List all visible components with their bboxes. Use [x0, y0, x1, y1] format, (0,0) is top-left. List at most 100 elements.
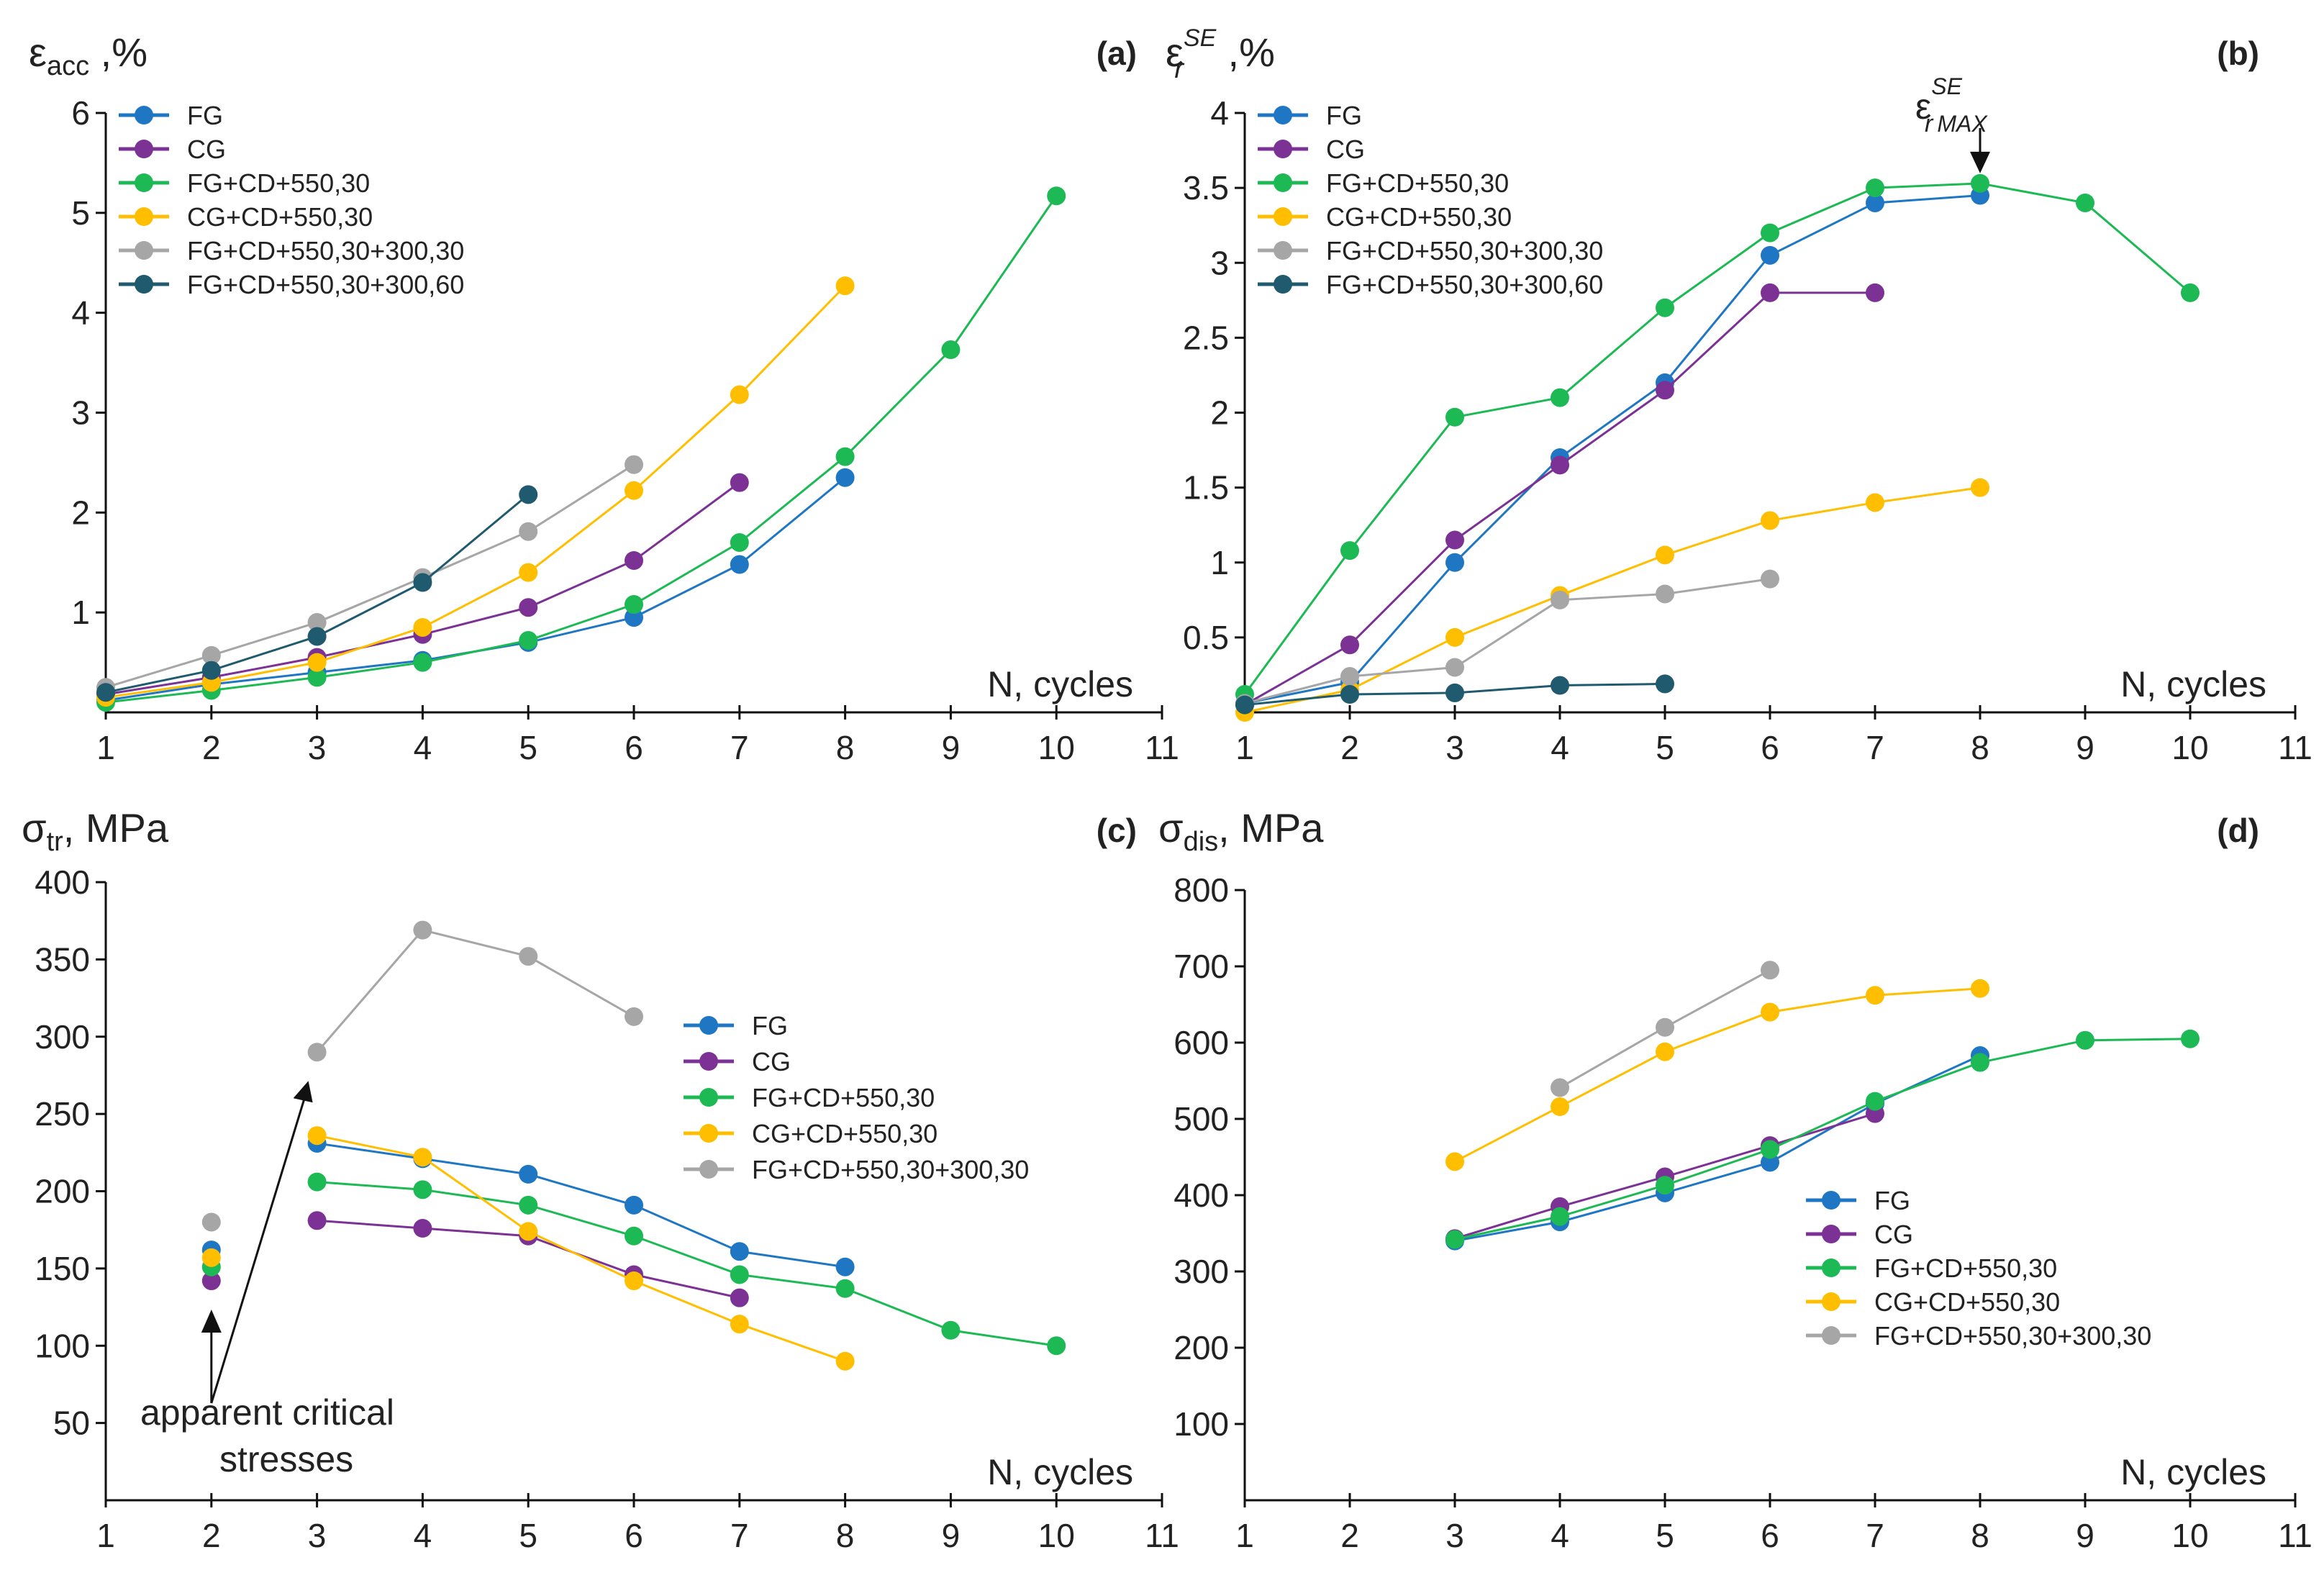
data-point [625, 595, 643, 614]
data-point [519, 631, 538, 650]
x-tick-label: 9 [2076, 1517, 2094, 1554]
data-point [1445, 1152, 1464, 1171]
legend: FG CG FG+CD+550,30 CG+CD+550,30 FG+CD+550,30… [1806, 1186, 2151, 1351]
data-point [730, 473, 749, 492]
series-line [1243, 182, 2191, 695]
x-axis-title: N, cycles [2120, 1452, 2266, 1492]
data-point [1761, 283, 1779, 302]
data-point [1445, 530, 1464, 550]
series-line [316, 928, 635, 1053]
data-point [1866, 493, 1884, 512]
legend-swatch-marker [135, 207, 153, 226]
data-point [1971, 173, 1989, 193]
y-axis-symbol: σ [22, 805, 47, 851]
data-point [413, 617, 432, 637]
x-tick-label: 10 [1038, 1517, 1075, 1554]
legend-label: FG [1326, 101, 1362, 130]
data-point [1340, 541, 1359, 561]
data-point [1971, 979, 1989, 998]
data-point [1971, 478, 1989, 497]
data-point [413, 920, 432, 940]
annotation-text: stresses [219, 1439, 353, 1479]
x-tick-label: 5 [1656, 729, 1674, 766]
panel-label: (a) [1097, 35, 1137, 72]
panel-label: (c) [1097, 812, 1137, 849]
data-point [1761, 961, 1779, 980]
series-line [1454, 987, 1981, 1163]
data-point [730, 1315, 749, 1334]
data-point [625, 1007, 643, 1026]
x-tick-label: 11 [2278, 729, 2312, 766]
series-line [105, 463, 635, 689]
data-point [519, 485, 538, 504]
legend-label: CG [752, 1047, 791, 1076]
legend-label: FG+CD+550,30 [752, 1083, 935, 1112]
x-tick-label: 7 [1866, 729, 1884, 766]
y-axis-symbol: ε [1166, 30, 1184, 75]
data-point [2181, 1029, 2200, 1048]
data-point [413, 1219, 432, 1238]
data-point [1761, 569, 1779, 589]
legend-swatch-marker [135, 241, 153, 260]
data-point [835, 468, 855, 487]
data-point [1445, 627, 1464, 647]
x-tick-label: 8 [1971, 729, 1989, 766]
data-point [1761, 1002, 1779, 1022]
y-axis-sub: dis [1184, 827, 1219, 857]
panel-label: (d) [2217, 812, 2259, 849]
y-tick-label: 100 [35, 1327, 90, 1364]
x-tick-label: 5 [519, 1517, 537, 1554]
legend-swatch-marker [699, 1052, 718, 1071]
legend-swatch-marker [135, 140, 153, 158]
x-tick-label: 6 [625, 1517, 643, 1554]
data-point [1656, 674, 1674, 694]
x-tick-label: 6 [1761, 729, 1779, 766]
data-point [519, 598, 538, 617]
data-point [519, 522, 538, 541]
data-point [835, 447, 855, 466]
data-point [2076, 193, 2094, 212]
data-point [1656, 584, 1674, 604]
data-point [1656, 545, 1674, 565]
data-point [625, 550, 643, 570]
data-point [1866, 193, 1884, 212]
y-tick-label: 6 [71, 94, 90, 132]
x-tick-label: 11 [2278, 1517, 2312, 1554]
x-tick-label: 4 [414, 1517, 432, 1554]
y-tick-label: 4 [1210, 94, 1229, 132]
max-annotation-arrowhead [1970, 151, 1990, 173]
series-line [1244, 194, 1981, 704]
x-tick-label: 7 [730, 729, 749, 766]
legend-swatch-marker [1274, 241, 1292, 260]
data-point [519, 1222, 538, 1241]
data-point [307, 1126, 327, 1146]
data-point [1551, 1207, 1569, 1226]
data-point [730, 1288, 749, 1307]
max-annotation-sup: SE [1931, 73, 1962, 99]
y-axis-unit: ,% [1217, 30, 1275, 75]
data-point [307, 1043, 327, 1062]
legend-swatch-marker [135, 173, 153, 192]
data-point [730, 385, 749, 404]
data-point [1656, 1017, 1674, 1037]
data-point [625, 608, 643, 627]
legend-label: FG+CD+550,30+300,30 [752, 1155, 1029, 1184]
legend-label: FG [752, 1011, 788, 1040]
data-point [730, 1265, 749, 1284]
legend-swatch-marker [135, 106, 153, 124]
legend-swatch-marker [1822, 1292, 1840, 1311]
series-FG+CD+550,30+300,30 [1551, 961, 1779, 1097]
legend-label: CG [1326, 135, 1365, 164]
y-tick-label: 3 [1210, 244, 1229, 281]
legend-label: FG+CD+550,30+300,60 [187, 270, 464, 299]
legend-swatch-marker [699, 1016, 718, 1035]
y-tick-label: 0.5 [1183, 619, 1229, 656]
data-point [730, 532, 749, 552]
y-tick-label: 200 [35, 1173, 90, 1210]
series-line [1244, 578, 1771, 704]
legend-swatch-marker [1274, 106, 1292, 124]
panel-label: (b) [2217, 35, 2259, 72]
legend-label: FG+CD+550,30+300,30 [187, 236, 464, 266]
y-tick-label: 5 [71, 194, 90, 232]
